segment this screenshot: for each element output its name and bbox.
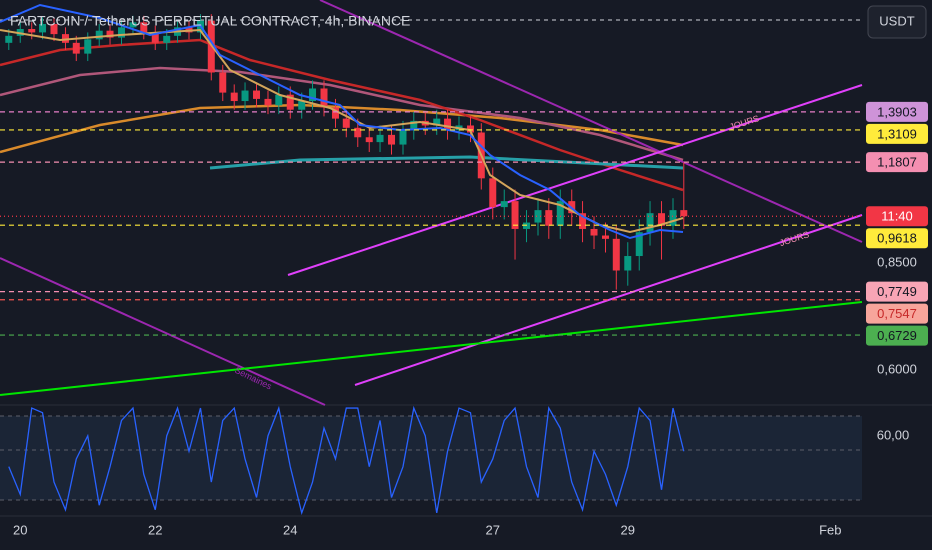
price-tag bbox=[866, 303, 928, 324]
candle-body bbox=[219, 72, 227, 93]
candle-body bbox=[140, 22, 148, 33]
candle-body bbox=[163, 35, 171, 43]
candle-body bbox=[669, 210, 677, 226]
candle-body bbox=[444, 118, 452, 131]
moving-average bbox=[0, 28, 684, 234]
price-tag bbox=[866, 101, 928, 122]
candle-body bbox=[579, 213, 587, 229]
candle-body bbox=[410, 120, 418, 131]
currency-button[interactable] bbox=[867, 5, 927, 39]
price-tag-label: 0,7749 bbox=[877, 284, 917, 299]
trend-line bbox=[0, 301, 863, 396]
oscillator-band bbox=[0, 416, 862, 500]
x-tick-label: 24 bbox=[283, 522, 297, 537]
trend-line bbox=[319, 0, 863, 243]
price-tag-label: 0,9618 bbox=[877, 231, 917, 246]
candle-body bbox=[646, 213, 654, 233]
currency-label[interactable]: USDT bbox=[879, 13, 914, 28]
oscillator-tick-label: 60,00 bbox=[877, 427, 910, 442]
oscillator-line bbox=[8, 405, 685, 516]
candle-body bbox=[241, 90, 249, 102]
price-tag bbox=[866, 152, 928, 173]
candle-body bbox=[39, 23, 47, 33]
x-tick-label: Feb bbox=[819, 522, 841, 537]
candle-body bbox=[275, 94, 283, 106]
candle-body bbox=[376, 134, 384, 143]
chart-title: FARTCOIN / TetherUS PERPETUAL CONTRACT, … bbox=[10, 13, 410, 29]
candle-body bbox=[28, 29, 36, 33]
candle-body bbox=[433, 118, 441, 126]
price-tag-label: 1,3903 bbox=[877, 104, 917, 119]
price-tag bbox=[866, 123, 928, 144]
candle-body bbox=[5, 35, 13, 43]
candle-body bbox=[466, 125, 474, 133]
candle-body bbox=[399, 130, 407, 145]
candle-body bbox=[635, 232, 643, 257]
candle-body bbox=[612, 238, 620, 271]
candle-body bbox=[511, 201, 519, 229]
candle-body bbox=[151, 32, 159, 43]
candle-body bbox=[61, 34, 69, 43]
candle-body bbox=[331, 107, 339, 119]
candle-body bbox=[106, 30, 114, 38]
price-tag bbox=[866, 281, 928, 302]
price-tag-label: 0,7547 bbox=[877, 306, 917, 321]
price-tag-label: 11:40 bbox=[881, 209, 913, 224]
price-tag-label: 1,3109 bbox=[877, 126, 917, 141]
moving-average bbox=[0, 66, 684, 162]
candle-body bbox=[590, 228, 598, 236]
candle-body bbox=[545, 210, 553, 226]
candle-body bbox=[72, 42, 80, 54]
candle-body bbox=[342, 118, 350, 128]
candle-body bbox=[365, 137, 373, 143]
price-tag bbox=[866, 206, 928, 227]
candle-body bbox=[601, 235, 609, 239]
trend-line bbox=[0, 257, 326, 406]
candle-body bbox=[50, 23, 58, 35]
y-tick-label: 0,8500 bbox=[877, 255, 917, 270]
candle-body bbox=[298, 101, 306, 110]
candle-body bbox=[320, 88, 328, 108]
x-tick-label: 27 bbox=[486, 522, 500, 537]
y-tick-label: 0,6000 bbox=[877, 362, 917, 377]
price-tag bbox=[866, 325, 928, 346]
trend-line bbox=[287, 84, 863, 276]
candle-body bbox=[556, 201, 564, 226]
x-tick-label: 29 bbox=[621, 522, 635, 537]
candle-body bbox=[95, 30, 103, 40]
candle-body bbox=[84, 39, 92, 54]
x-tick-label: 22 bbox=[148, 522, 162, 537]
moving-average bbox=[0, 103, 684, 154]
drawings bbox=[0, 0, 863, 406]
candle-body bbox=[253, 90, 261, 99]
candle-body bbox=[118, 27, 126, 38]
candle-body bbox=[624, 256, 632, 271]
candle-body bbox=[489, 178, 497, 208]
moving-average bbox=[0, 38, 684, 192]
candle-body bbox=[230, 92, 238, 102]
x-tick-label: 20 bbox=[13, 522, 27, 537]
price-tag-label: 1,1807 bbox=[877, 155, 917, 170]
candle-body bbox=[388, 134, 396, 145]
candle-body bbox=[309, 88, 317, 102]
price-tag bbox=[866, 228, 928, 249]
candle-body bbox=[680, 210, 688, 217]
candle-body bbox=[264, 98, 272, 106]
trend-line bbox=[354, 214, 863, 386]
candle-body bbox=[500, 201, 508, 208]
candle-body bbox=[354, 127, 362, 138]
candle-body bbox=[534, 210, 542, 223]
price-tag-label: 0,6729 bbox=[877, 328, 917, 343]
candle-body bbox=[286, 94, 294, 110]
candle-body bbox=[129, 22, 137, 28]
candle-body bbox=[658, 213, 666, 226]
